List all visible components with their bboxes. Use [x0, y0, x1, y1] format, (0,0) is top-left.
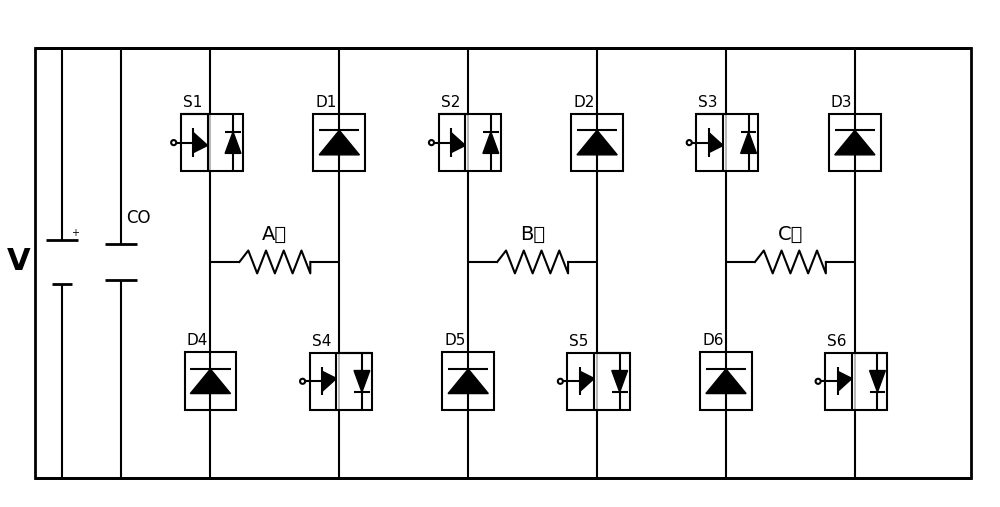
Polygon shape	[448, 369, 488, 393]
Polygon shape	[870, 371, 885, 392]
Bar	[310, 353, 372, 410]
Polygon shape	[190, 369, 231, 393]
Polygon shape	[193, 133, 208, 153]
Text: S6: S6	[827, 334, 847, 349]
Bar	[313, 114, 365, 171]
Text: D3: D3	[831, 95, 852, 110]
Text: S4: S4	[312, 334, 331, 349]
Polygon shape	[706, 369, 746, 393]
Text: +: +	[71, 228, 79, 238]
Polygon shape	[225, 132, 241, 154]
Bar	[829, 114, 881, 171]
Bar	[825, 353, 887, 410]
Bar	[185, 352, 236, 410]
Text: A相: A相	[262, 225, 287, 243]
Bar	[442, 352, 494, 410]
Text: CO: CO	[126, 209, 151, 227]
Polygon shape	[322, 371, 336, 391]
Text: V: V	[6, 247, 30, 276]
Text: S5: S5	[569, 334, 589, 349]
Polygon shape	[483, 132, 499, 154]
Polygon shape	[835, 130, 875, 155]
Text: D5: D5	[444, 334, 466, 348]
Text: S2: S2	[441, 95, 460, 111]
Text: D4: D4	[187, 334, 208, 348]
Text: D6: D6	[702, 334, 724, 348]
Text: D1: D1	[315, 95, 337, 110]
Polygon shape	[577, 130, 617, 155]
Polygon shape	[838, 371, 852, 391]
Text: S3: S3	[698, 95, 718, 111]
Bar	[700, 352, 752, 410]
Polygon shape	[451, 133, 465, 153]
Text: B相: B相	[520, 225, 545, 243]
Polygon shape	[580, 371, 594, 391]
Bar	[567, 353, 630, 410]
Polygon shape	[354, 371, 370, 392]
Bar	[696, 114, 758, 171]
Bar	[439, 114, 501, 171]
Text: D2: D2	[573, 95, 595, 110]
Bar	[571, 114, 623, 171]
Bar	[35, 48, 971, 478]
Polygon shape	[612, 371, 628, 392]
Polygon shape	[709, 133, 723, 153]
Polygon shape	[319, 130, 359, 155]
Text: S1: S1	[183, 95, 202, 111]
Bar	[181, 114, 243, 171]
Text: C相: C相	[778, 225, 803, 243]
Polygon shape	[741, 132, 756, 154]
